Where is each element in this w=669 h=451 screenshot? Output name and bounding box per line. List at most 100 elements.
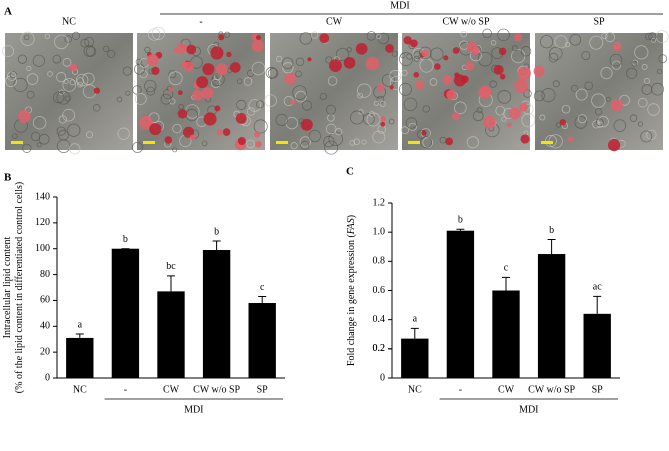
- cell: [134, 93, 147, 105]
- cell: [372, 130, 386, 144]
- image-label: CW: [326, 16, 343, 27]
- cell: [501, 116, 507, 122]
- cell: [131, 141, 143, 153]
- cell: [325, 123, 337, 135]
- x-tick-label: SP: [257, 384, 269, 395]
- lipid: [451, 112, 460, 121]
- lipid: [559, 119, 566, 126]
- cell: [275, 113, 288, 127]
- cell: [645, 32, 653, 41]
- cell: [373, 100, 379, 106]
- cell: [56, 90, 71, 105]
- cell: [295, 70, 302, 78]
- cell: [640, 130, 653, 143]
- cell: [609, 53, 623, 67]
- cell: [282, 62, 294, 74]
- lipid: [251, 39, 264, 53]
- cell: [403, 97, 418, 112]
- y-axis-label: Intracellular lipid content(% of the lip…: [2, 182, 25, 393]
- lipid: [389, 85, 394, 90]
- y-axis-label-part: Intracellular lipid content: [2, 236, 13, 338]
- cell: [353, 138, 360, 146]
- cell: [533, 90, 545, 102]
- cell: [561, 104, 571, 114]
- cell: [466, 136, 479, 149]
- lipid: [254, 140, 262, 148]
- cell: [326, 104, 336, 115]
- cell: [422, 105, 430, 113]
- cell: [224, 31, 231, 38]
- cell: [601, 32, 608, 40]
- cell: [489, 80, 497, 88]
- lipid: [254, 131, 261, 138]
- y-tick-label: 0: [380, 372, 385, 383]
- lipid: [93, 87, 101, 94]
- cell: [299, 136, 311, 148]
- cell: [253, 119, 268, 134]
- lipid: [493, 64, 504, 75]
- y-tick-label: 0.8: [373, 256, 386, 267]
- error-bar: [167, 275, 175, 292]
- lipid: [139, 115, 154, 130]
- value-label: b: [458, 215, 463, 226]
- cell: [324, 140, 339, 155]
- lipid: [498, 47, 507, 56]
- error-bar: [593, 295, 602, 314]
- cell: [319, 92, 328, 101]
- cell: [637, 121, 644, 127]
- lipid: [203, 112, 217, 126]
- lipid: [434, 63, 441, 70]
- cell: [80, 38, 90, 48]
- cell: [482, 28, 492, 39]
- lipid: [508, 107, 521, 120]
- cell: [648, 32, 657, 41]
- cell: [549, 46, 563, 61]
- lipid: [410, 39, 418, 48]
- y-tick-label: 0: [45, 372, 50, 383]
- bar: [492, 290, 520, 378]
- lipid: [446, 89, 457, 100]
- cell: [26, 66, 32, 72]
- lipid: [365, 56, 380, 71]
- cell: [658, 54, 668, 64]
- x-tick-label: SP: [592, 384, 604, 395]
- cell: [5, 75, 17, 88]
- y-tick-label: 20: [40, 346, 50, 357]
- lipid: [483, 115, 496, 129]
- cell: [376, 34, 382, 40]
- cell: [85, 131, 94, 139]
- cell: [6, 71, 17, 81]
- cell: [52, 54, 62, 64]
- cell: [71, 31, 80, 40]
- cell: [577, 114, 587, 124]
- value-label: c: [504, 263, 509, 274]
- lipid: [222, 128, 231, 136]
- cell: [589, 35, 604, 50]
- cell: [605, 96, 611, 102]
- x-tick-label: NC: [73, 384, 87, 395]
- cell: [335, 47, 350, 62]
- lipid: [533, 65, 545, 77]
- micrographs: [2, 26, 669, 155]
- y-tick-label: 60: [40, 295, 50, 306]
- y-tick-label: 120: [35, 217, 50, 228]
- image-label: CW w/o SP: [442, 16, 489, 27]
- cell: [122, 66, 132, 76]
- cell: [32, 116, 47, 130]
- y-tick-label: 100: [35, 243, 50, 254]
- cell: [600, 67, 613, 80]
- cell: [325, 56, 333, 64]
- y-tick-label: 0.2: [373, 343, 386, 354]
- scale-bar: [276, 141, 288, 144]
- lipid: [173, 47, 179, 54]
- value-label: b: [123, 234, 128, 245]
- lipid: [210, 46, 224, 60]
- cell: [398, 82, 412, 96]
- cell: [64, 95, 71, 102]
- cell: [147, 28, 161, 41]
- cell: [295, 57, 305, 67]
- lipid: [413, 71, 420, 78]
- cell: [327, 76, 338, 86]
- lipid: [164, 136, 173, 144]
- y-tick-label: 140: [35, 191, 50, 202]
